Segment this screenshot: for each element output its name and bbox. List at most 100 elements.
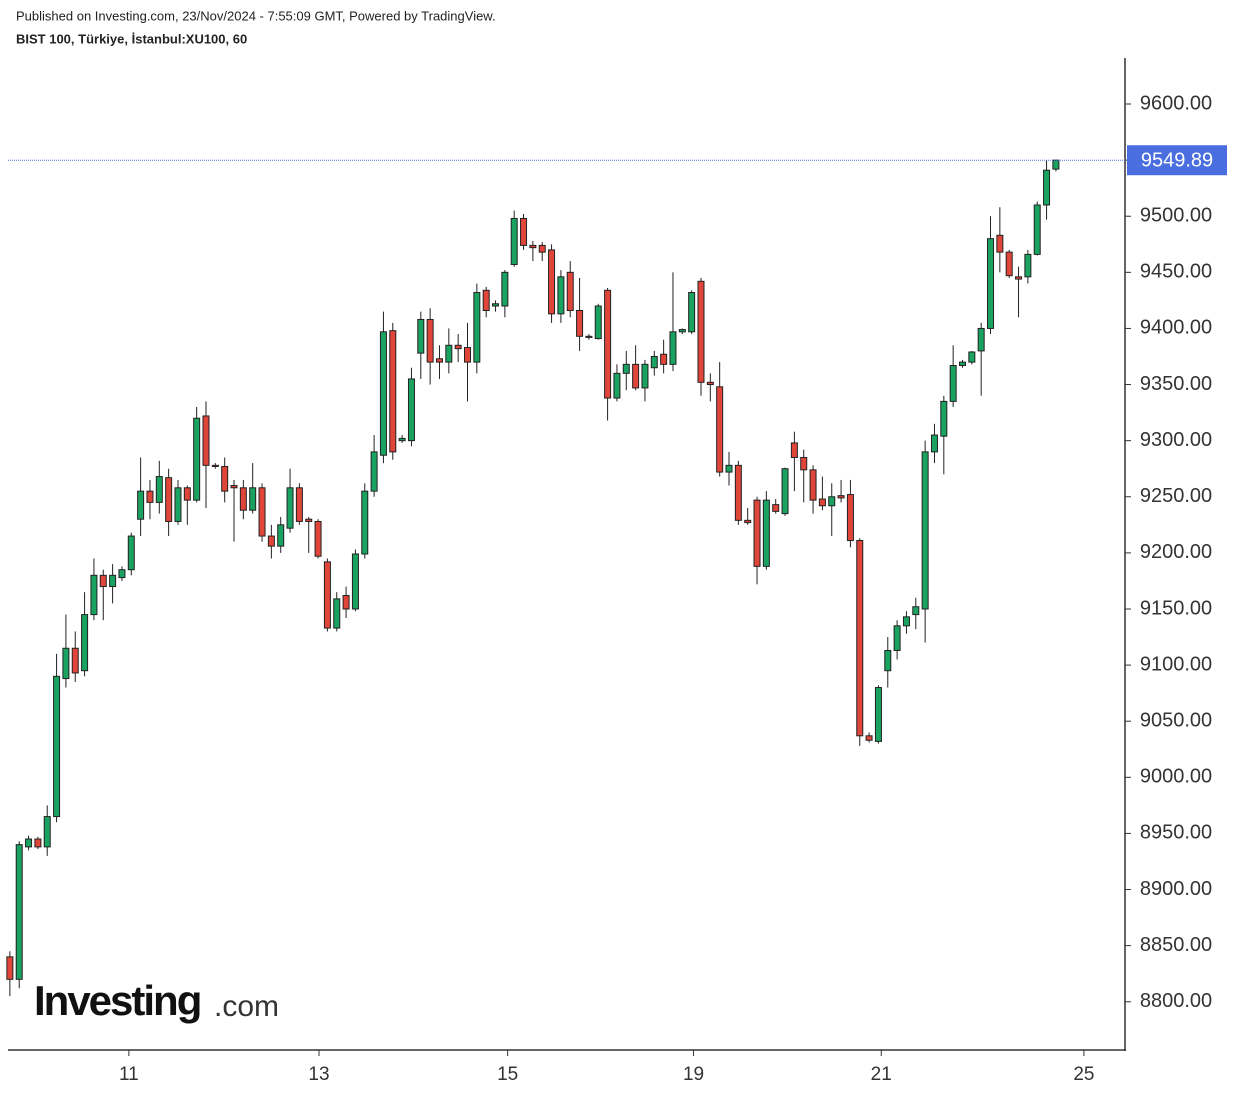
candle-body (473, 292, 481, 363)
candle-body (249, 487, 257, 511)
candle-body (987, 238, 995, 329)
candle-body (146, 490, 154, 503)
candle-body (379, 331, 387, 456)
header: Published on Investing.com, 23/Nov/2024 … (16, 8, 496, 23)
candle-body (90, 574, 98, 616)
candle-body (407, 378, 415, 442)
candle-body (370, 451, 378, 492)
candle-body (557, 276, 565, 315)
candle-body (594, 305, 602, 340)
y-tick-label: 9200.00 (1140, 541, 1212, 563)
candle-body (174, 487, 182, 522)
candle-body (1015, 276, 1023, 280)
candle-body (417, 318, 425, 354)
y-tick-label: 9500.00 (1140, 205, 1212, 227)
y-tick-label: 8950.00 (1140, 822, 1212, 844)
candle-body (155, 476, 163, 503)
candle-body (837, 495, 845, 499)
candle-body (99, 574, 107, 588)
candle-body (6, 956, 14, 980)
candle-body (874, 687, 882, 742)
candle-body (604, 289, 612, 399)
candle-body (193, 417, 201, 501)
y-tick-label: 8800.00 (1140, 990, 1212, 1012)
candle-body (940, 400, 948, 437)
candle-body (585, 335, 593, 338)
candle-body (744, 519, 752, 524)
candle-body (632, 363, 640, 389)
candle-body (958, 361, 966, 366)
candle-body (856, 540, 864, 737)
candle-body (295, 487, 303, 522)
candle-body (71, 647, 79, 674)
candle-body (230, 485, 238, 489)
candle-body (622, 363, 630, 374)
candle-body (118, 569, 126, 579)
candle-body (464, 347, 472, 363)
candle-body (81, 614, 89, 672)
candle-body (865, 735, 873, 741)
candle-body (734, 464, 742, 521)
candle-body (202, 415, 210, 466)
candle-body (949, 364, 957, 402)
candle-body (492, 303, 500, 307)
candle-body (930, 434, 938, 453)
logo-suffix: .com (214, 990, 279, 1023)
candle-body (398, 437, 406, 442)
candle-body (426, 318, 434, 363)
candle-body (445, 344, 453, 363)
candle-body (753, 499, 761, 567)
y-tick-label: 9450.00 (1140, 261, 1212, 283)
candle-body (790, 442, 798, 458)
y-tick-label: 9350.00 (1140, 373, 1212, 395)
x-tick-label: 19 (683, 1064, 704, 1085)
candle-body (762, 499, 770, 567)
candle-body (137, 490, 145, 520)
candle-body (893, 625, 901, 652)
candle-body (53, 675, 61, 818)
candle-body (305, 518, 313, 522)
candle-body (902, 616, 910, 627)
candle-body (1024, 253, 1032, 278)
candle-body (716, 386, 724, 473)
candle-body (1052, 159, 1060, 170)
candle-body (725, 464, 733, 473)
last-price-box (1127, 145, 1227, 176)
plot-area (6, 159, 1060, 997)
candle-body (697, 280, 705, 383)
y-tick-label: 9100.00 (1140, 653, 1212, 675)
candle-body (800, 456, 808, 471)
candle-body (351, 553, 359, 610)
candle-body (183, 487, 191, 501)
candle-body (650, 355, 658, 369)
y-tick-label: 9400.00 (1140, 317, 1212, 339)
candle-body (1005, 251, 1013, 277)
candle-body (482, 289, 490, 311)
candle-body (706, 381, 714, 386)
candle-body (884, 650, 892, 672)
x-tick-label: 21 (871, 1064, 892, 1085)
candle-body (165, 477, 173, 522)
candle-body (566, 271, 574, 311)
y-tick-label: 8850.00 (1140, 934, 1212, 956)
candle-body (25, 838, 33, 848)
candle-body (660, 353, 668, 365)
x-tick-label: 13 (308, 1064, 329, 1085)
candle-body (781, 468, 789, 515)
candle-body (127, 535, 135, 571)
candle-body (361, 490, 369, 555)
candle-body (912, 606, 920, 616)
candle-body (669, 331, 677, 365)
candle-body (520, 217, 528, 246)
candle-body (510, 217, 518, 265)
candle-body (239, 487, 247, 511)
chart-title: BIST 100, Türkiye, İstanbul:XU100, 60 (16, 31, 247, 46)
candle-body (34, 838, 42, 848)
candle-body (576, 309, 584, 337)
last-price-label: 9549.89 (1141, 150, 1213, 172)
candle-body (968, 351, 976, 363)
candle-body (43, 816, 51, 848)
candle-body (688, 292, 696, 333)
candle-body (977, 327, 985, 352)
